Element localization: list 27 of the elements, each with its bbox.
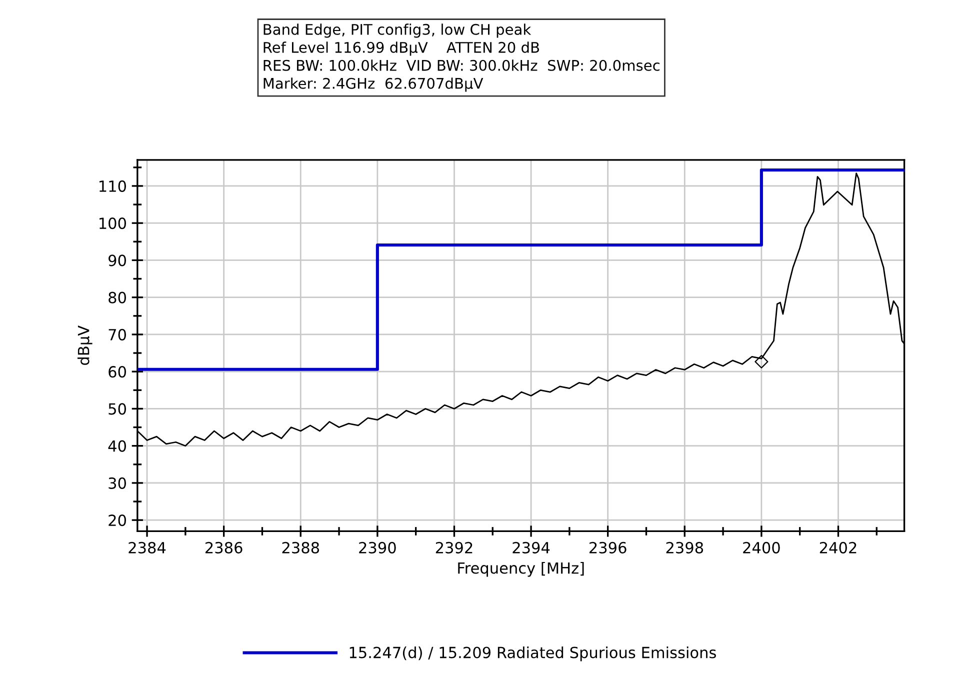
text: Marker: 2.4GHz 62.6707dBµV: [264, 78, 484, 92]
text: RES BW: 100.0kHz VID BW: 300.0kHz SWP: 20.0msec: [264, 60, 660, 71]
y-tick-label: 100: [100, 218, 126, 230]
x-tick-label: 2386: [206, 542, 242, 554]
y-tick-label: 110: [100, 180, 126, 192]
x-tick-label: 2396: [590, 542, 626, 554]
y-tick-label: 20: [108, 514, 126, 526]
y-tick-label: 50: [108, 403, 126, 415]
y-tick-label: 70: [108, 328, 126, 340]
text: Band Edge, PIT config3, low CH peak: [264, 24, 532, 38]
x-tick-label: 2388: [282, 542, 320, 554]
y-tick-label: 90: [108, 254, 126, 266]
text: Ref Level 116.99 dBµV ATTEN 20 dB: [264, 42, 540, 56]
y-tick-label: 40: [108, 440, 126, 452]
x-tick-label: 2400: [743, 542, 780, 554]
x-tick-label: 2398: [666, 542, 704, 554]
x-tick-label: 2390: [359, 542, 396, 554]
y-axis-title: dBµV: [78, 326, 92, 365]
x-tick-label: 2402: [820, 542, 856, 554]
x-tick-label: 2394: [512, 542, 550, 554]
x-tick-label: 2384: [128, 542, 166, 554]
x-tick-label: 2392: [436, 542, 472, 554]
x-axis-title: Frequency [MHz]: [458, 562, 584, 577]
text: 15.247(d) / 15.209 Radiated Spurious Emissions: [350, 646, 716, 662]
y-tick-label: 60: [108, 366, 126, 378]
y-tick-label: 30: [108, 477, 126, 489]
y-tick-label: 80: [108, 292, 126, 304]
